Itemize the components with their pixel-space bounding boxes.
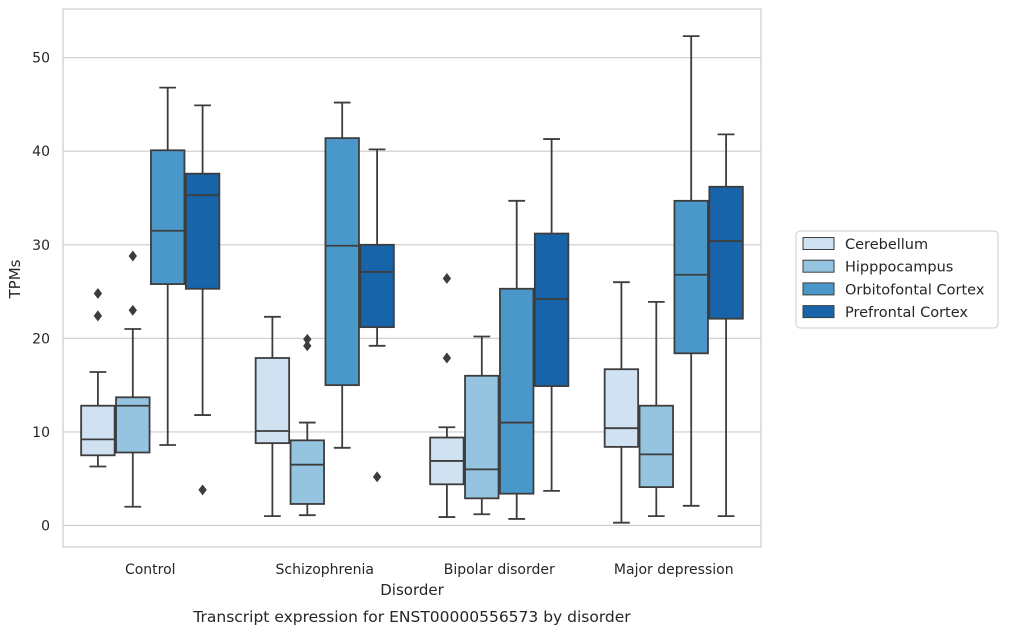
iqr-box — [533, 232, 570, 387]
legend-label: Hipppocampus — [845, 260, 953, 276]
x-tick-label: Schizophrenia — [276, 562, 374, 578]
iqr-box — [254, 357, 291, 445]
iqr-box — [673, 199, 709, 355]
plot-frame — [62, 8, 762, 548]
box-3-0 — [603, 281, 640, 524]
legend-swatch — [802, 305, 835, 319]
iqr-box — [324, 137, 360, 387]
box-2-0 — [429, 273, 465, 518]
outlier-point — [303, 333, 312, 345]
legend-frame — [795, 230, 999, 329]
y-tick-label: 20 — [32, 331, 50, 347]
y-tick-labels: 0 10 20 30 40 50 — [32, 51, 50, 535]
box-3-3 — [708, 133, 744, 518]
iqr-box — [150, 149, 186, 285]
outlier-point — [128, 304, 137, 316]
box-0-0 — [80, 287, 116, 468]
y-tick-label: 30 — [32, 238, 50, 254]
box-0-1 — [115, 250, 151, 508]
iqr-box — [289, 439, 325, 505]
box-1-2 — [324, 101, 360, 449]
outlier-point — [372, 471, 382, 483]
box-1-0 — [254, 315, 291, 518]
legend-items: Cerebellum Hipppocampus Orbitofontal Corte… — [802, 237, 985, 321]
iqr-box — [80, 404, 116, 457]
iqr-box — [359, 243, 395, 329]
x-tick-labels: Control Schizophrenia Bipolar disorder Majo… — [125, 562, 734, 578]
y-axis-label: TPMs — [6, 259, 24, 299]
y-tick-label: 50 — [32, 51, 50, 67]
boxes — [80, 35, 744, 524]
y-tick-label: 40 — [32, 144, 50, 160]
iqr-box — [638, 404, 674, 489]
outlier-point — [303, 340, 312, 352]
legend-swatch — [802, 237, 835, 250]
box-1-3 — [359, 148, 395, 483]
outlier-point — [128, 250, 137, 262]
legend-swatch — [802, 259, 835, 273]
outlier-point — [442, 352, 452, 364]
y-tick-label: 0 — [41, 518, 50, 534]
chart-caption: Transcript expression for ENST0000055657… — [192, 608, 631, 626]
iqr-box — [603, 368, 640, 448]
legend-label: Orbitofontal Cortex — [845, 282, 985, 298]
y-tick-label: 10 — [32, 425, 50, 441]
legend-label: Cerebellum — [845, 237, 928, 253]
box-2-1 — [464, 335, 500, 516]
legend-swatch — [802, 282, 835, 296]
iqr-box — [464, 374, 500, 500]
x-tick-label: Bipolar disorder — [444, 562, 555, 578]
iqr-box — [708, 185, 744, 320]
iqr-box — [184, 172, 221, 290]
box-2-3 — [533, 138, 570, 492]
box-1-1 — [289, 333, 325, 517]
outlier-point — [198, 484, 207, 496]
box-2-2 — [499, 199, 535, 520]
box-3-2 — [673, 35, 709, 507]
legend-label: Prefrontal Cortex — [845, 305, 968, 321]
x-axis-label: Disorder — [380, 581, 444, 599]
outlier-point — [93, 287, 103, 299]
x-tick-label: Major depression — [614, 562, 734, 578]
x-tick-label: Control — [125, 562, 176, 578]
legend: Cerebellum Hipppocampus Orbitofontal Corte… — [795, 230, 999, 329]
box-0-2 — [150, 86, 186, 446]
outlier-point — [93, 310, 103, 322]
box-0-3 — [184, 104, 221, 496]
box-3-1 — [638, 300, 674, 518]
outlier-point — [442, 273, 452, 284]
iqr-box — [499, 287, 535, 495]
